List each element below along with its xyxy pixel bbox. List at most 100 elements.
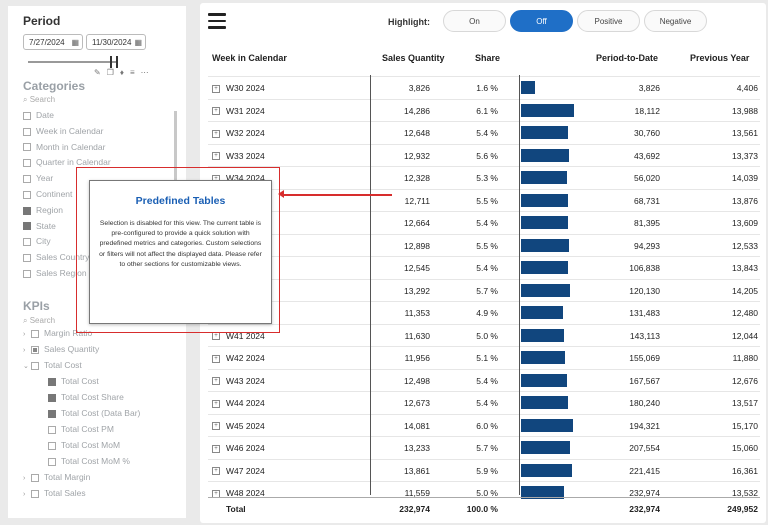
kpi-item[interactable]: Total Cost (48, 375, 99, 388)
slider-start-handle[interactable] (110, 56, 112, 68)
checkbox[interactable] (23, 159, 31, 168)
category-item[interactable]: Sales Country (23, 251, 89, 263)
expand-row-icon[interactable]: + (212, 399, 220, 408)
checkbox[interactable] (48, 409, 56, 418)
expand-row-icon[interactable]: + (212, 152, 220, 161)
highlight-off-button[interactable]: Off (510, 10, 573, 32)
checkbox[interactable] (23, 143, 31, 152)
highlight-negative-button[interactable]: Negative (644, 10, 707, 32)
kpi-item[interactable]: Total Cost Share (48, 391, 124, 404)
category-item[interactable]: Month in Calendar (23, 141, 105, 153)
table-row[interactable]: + W47 2024 13,861 5.9 % 221,415 16,361 (208, 458, 760, 483)
table-row[interactable]: + W31 2024 14,286 6.1 % 18,112 13,988 (208, 98, 760, 123)
calendar-icon[interactable]: ▦ (71, 38, 79, 47)
expand-row-icon[interactable]: + (212, 354, 220, 363)
checkbox[interactable] (31, 473, 39, 482)
expand-row-icon[interactable]: + (212, 129, 220, 138)
expand-row-icon[interactable]: + (212, 377, 220, 386)
kpi-item[interactable]: ⌄ Total Cost (23, 359, 82, 372)
header-period-to-date[interactable]: Period-to-Date (596, 53, 659, 63)
checkbox[interactable] (23, 253, 31, 262)
category-item[interactable]: Quarter in Calendar (23, 156, 111, 168)
table-row[interactable]: + W34 2024 12,328 5.3 % 56,020 14,039 (208, 166, 760, 190)
start-date-input[interactable]: 7/27/2024 ▦ (23, 34, 83, 50)
expand-row-icon[interactable]: + (212, 107, 220, 116)
kpi-item[interactable]: Total Cost MoM % (48, 455, 130, 468)
categories-scrollbar[interactable] (174, 111, 177, 191)
checkbox[interactable] (48, 457, 56, 466)
highlight-on-button[interactable]: On (443, 10, 506, 32)
category-item[interactable]: Continent (23, 188, 72, 200)
checkbox[interactable] (23, 222, 31, 231)
date-range-slider[interactable] (28, 56, 118, 68)
table-row[interactable]: + W48 2024 11,559 5.0 % 232,974 13,532 (208, 481, 760, 505)
kpi-item[interactable]: › Total Sales (23, 487, 86, 500)
checkbox[interactable] (48, 393, 56, 402)
table-row[interactable]: + W43 2024 12,498 5.4 % 167,567 12,676 (208, 368, 760, 393)
expand-chevron-icon[interactable]: › (23, 347, 26, 354)
header-sales-quantity[interactable]: Sales Quantity (382, 53, 445, 63)
expand-row-icon[interactable]: + (212, 444, 220, 453)
kpi-item[interactable]: › Total Margin (23, 471, 90, 484)
checkbox[interactable] (23, 206, 31, 215)
checkbox[interactable] (31, 489, 39, 498)
filter-icon[interactable]: ≡ (129, 68, 141, 77)
slider-end-handle[interactable] (116, 56, 118, 68)
header-week[interactable]: Week in Calendar (212, 53, 287, 63)
checkbox[interactable] (23, 190, 31, 199)
expand-chevron-icon[interactable]: ⌄ (23, 363, 29, 370)
category-item[interactable]: Year (23, 172, 53, 184)
checkbox[interactable] (48, 441, 56, 450)
header-previous-year[interactable]: Previous Year (690, 53, 750, 63)
table-row[interactable]: + W42 2024 11,956 5.1 % 155,069 11,880 (208, 346, 760, 370)
kpi-item[interactable]: › Sales Quantity (23, 343, 99, 356)
checkbox[interactable] (48, 425, 56, 434)
more-options-icon[interactable]: ⋯ (140, 68, 155, 77)
category-item[interactable]: Week in Calendar (23, 125, 103, 137)
expand-row-icon[interactable]: + (212, 422, 220, 431)
category-item[interactable]: Region (23, 204, 63, 216)
checkbox[interactable] (23, 111, 31, 120)
pin-icon[interactable]: ♦ (119, 68, 130, 77)
kpis-search[interactable]: ⌕ Search (23, 316, 55, 326)
kpi-item[interactable]: Total Cost PM (48, 423, 114, 436)
expand-row-icon[interactable]: + (212, 84, 220, 93)
kpi-item[interactable]: Total Cost MoM (48, 439, 120, 452)
copy-icon[interactable]: ❐ (106, 68, 120, 77)
expand-row-icon[interactable]: + (212, 332, 220, 341)
table-row[interactable]: + W45 2024 14,081 6.0 % 194,321 15,170 (208, 413, 760, 438)
expand-chevron-icon[interactable]: › (23, 331, 26, 338)
checkbox[interactable] (23, 269, 31, 278)
eraser-icon[interactable]: ✎ (94, 68, 107, 77)
table-row[interactable]: + W33 2024 12,932 5.6 % 43,692 13,373 (208, 143, 760, 168)
checkbox[interactable] (31, 329, 39, 338)
header-share[interactable]: Share (475, 53, 501, 63)
table-row[interactable]: + W41 2024 11,630 5.0 % 143,113 12,044 (208, 323, 760, 348)
expand-row-icon[interactable]: + (212, 467, 220, 476)
checkbox[interactable] (31, 345, 39, 354)
kpi-item[interactable]: › Margin Ratio (23, 327, 92, 340)
checkbox[interactable] (23, 127, 31, 136)
kpi-item[interactable]: Total Cost (Data Bar) (48, 407, 140, 420)
expand-chevron-icon[interactable]: › (23, 475, 26, 482)
hamburger-menu-icon[interactable] (208, 13, 226, 33)
expand-chevron-icon[interactable]: › (23, 491, 26, 498)
checkbox[interactable] (31, 361, 39, 370)
category-item[interactable]: State (23, 220, 56, 232)
end-date-input[interactable]: 11/30/2024 ▦ (86, 34, 146, 50)
checkbox[interactable] (48, 377, 56, 386)
category-item[interactable]: Sales Region (23, 267, 87, 279)
category-item[interactable]: Date (23, 109, 54, 121)
table-row[interactable]: + W46 2024 13,233 5.7 % 207,554 15,060 (208, 436, 760, 460)
table-row[interactable]: + W44 2024 12,673 5.4 % 180,240 13,517 (208, 391, 760, 415)
table-row[interactable]: + W30 2024 3,826 1.6 % 3,826 4,406 (208, 76, 760, 100)
checkbox[interactable] (23, 238, 31, 247)
checkbox[interactable] (23, 174, 31, 183)
table-row[interactable]: + W32 2024 12,648 5.4 % 30,760 13,561 (208, 121, 760, 145)
highlight-positive-button[interactable]: Positive (577, 10, 640, 32)
